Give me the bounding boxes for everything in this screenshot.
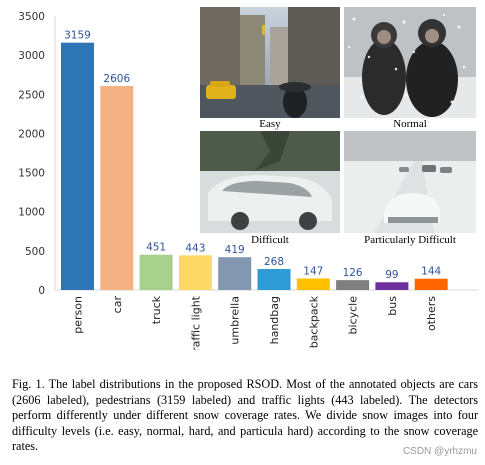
photo-particularly-difficult <box>344 131 476 233</box>
y-tick-label: 3000 <box>18 50 45 62</box>
bar <box>61 42 94 290</box>
figure-caption: Fig. 1. The label distributions in the p… <box>12 377 478 454</box>
city-street-rain-icon <box>200 7 340 118</box>
bar <box>139 254 173 290</box>
bar-value-label: 99 <box>385 269 398 281</box>
bar <box>296 278 330 290</box>
bar-value-label: 268 <box>264 256 284 268</box>
x-tick-label: truck <box>150 295 163 324</box>
bar <box>375 282 409 290</box>
photo-label-particularly-difficult: Particularly Difficult <box>364 234 456 246</box>
people-snowfall-icon <box>344 7 476 118</box>
y-tick-label: 2000 <box>18 128 45 140</box>
bar-value-label: 419 <box>225 244 245 256</box>
photo-normal <box>344 7 476 118</box>
snow-covered-car-icon <box>200 131 340 233</box>
x-tick-label: backpack <box>307 295 320 348</box>
y-tick-label: 1000 <box>18 207 45 219</box>
x-tick-label: person <box>72 296 85 334</box>
bars <box>61 42 448 290</box>
snowy-road-cars-icon <box>344 131 476 233</box>
y-tick-label: 2500 <box>18 89 45 101</box>
bar-value-label: 443 <box>185 242 205 254</box>
photo-easy <box>200 7 340 118</box>
bar-value-label: 144 <box>421 266 441 278</box>
figure: 0 500 1000 1500 2000 2500 3000 3500 3159 2606 451… <box>18 7 478 350</box>
photo-difficult <box>200 131 340 233</box>
photo-label-easy: Easy <box>259 118 281 130</box>
bar-value-label: 2606 <box>103 73 130 85</box>
bar <box>414 278 448 290</box>
bar-value-label: 126 <box>343 267 363 279</box>
y-tick-labels: 0 500 1000 1500 2000 2500 3000 3500 <box>18 11 45 297</box>
x-tick-label: traffic light <box>189 295 202 350</box>
y-tick-label: 500 <box>25 246 45 258</box>
value-labels: 3159 2606 451 443 419 268 147 126 99 144 <box>64 30 441 282</box>
x-tick-label: handbag <box>268 296 281 344</box>
photo-label-difficult: Difficult <box>251 234 289 246</box>
x-tick-label: bicycle <box>347 296 360 335</box>
bar <box>100 85 134 290</box>
bar <box>257 269 291 290</box>
y-tick-label: 1500 <box>18 168 45 180</box>
bar <box>178 255 212 290</box>
bar-value-label: 3159 <box>64 30 91 42</box>
bar <box>218 257 252 290</box>
y-tick-label: 3500 <box>18 11 45 23</box>
x-tick-label: others <box>425 296 438 331</box>
x-tick-labels: person car truck traffic light umbrella handb… <box>72 295 439 350</box>
x-tick-label: car <box>111 296 124 314</box>
bar-value-label: 451 <box>146 242 166 254</box>
y-tick-label: 0 <box>38 285 45 297</box>
watermark: CSDN @yrhzmu <box>402 446 477 457</box>
x-tick-label: bus <box>386 296 399 316</box>
photo-label-normal: Normal <box>393 118 427 130</box>
bar <box>336 280 370 290</box>
bar-chart: 0 500 1000 1500 2000 2500 3000 3500 3159 2606 451… <box>18 11 478 350</box>
x-tick-label: umbrella <box>229 296 242 345</box>
bar-value-label: 147 <box>303 265 323 277</box>
